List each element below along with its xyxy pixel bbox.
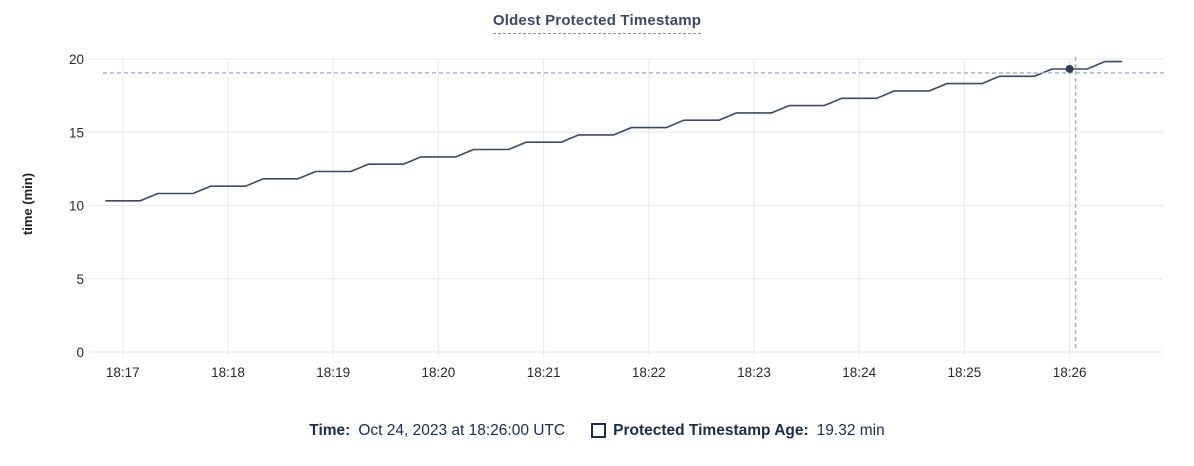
y-tick-label: 10 xyxy=(69,199,84,214)
chart-title-row: Oldest Protected Timestamp xyxy=(0,12,1194,34)
y-tick-label: 5 xyxy=(76,272,84,287)
axis-layer: 0 5 10 15 20 18:17 18:18 18:19 18:20 18:21 18:22 18… xyxy=(20,52,1086,380)
y-axis-title: time (min) xyxy=(20,173,35,235)
y-tick-label: 20 xyxy=(69,52,84,67)
x-tick-label: 18:23 xyxy=(737,365,771,380)
series-swatch-square-icon[interactable] xyxy=(591,423,607,438)
x-tick-label: 18:22 xyxy=(632,365,666,380)
x-tick-label: 18:20 xyxy=(422,365,456,380)
x-tick-label: 18:26 xyxy=(1053,365,1087,380)
y-tick-label: 15 xyxy=(69,125,84,140)
x-tick-label: 18:24 xyxy=(842,365,876,380)
x-tick-label: 18:18 xyxy=(211,365,245,380)
y-tick-label: 0 xyxy=(76,345,84,360)
series-label: Protected Timestamp Age: xyxy=(613,422,809,439)
series-layer xyxy=(105,60,1123,202)
hover-point-dot xyxy=(1065,64,1074,73)
chart-title[interactable]: Oldest Protected Timestamp xyxy=(492,12,702,34)
grid-layer xyxy=(89,58,1163,357)
x-tick-label: 18:25 xyxy=(948,365,982,380)
time-value: Oct 24, 2023 at 18:26:00 UTC xyxy=(358,422,566,439)
series-line xyxy=(105,60,1123,202)
x-tick-label: 18:21 xyxy=(527,365,561,380)
x-tick-label: 18:19 xyxy=(316,365,350,380)
time-label: Time: xyxy=(309,422,351,439)
series-value: 19.32 min xyxy=(816,422,885,439)
x-tick-label: 18:17 xyxy=(106,365,140,380)
hover-legend: Time: Oct 24, 2023 at 18:26:00 UTC Prote… xyxy=(0,421,1194,440)
crosshair-layer xyxy=(103,57,1166,350)
